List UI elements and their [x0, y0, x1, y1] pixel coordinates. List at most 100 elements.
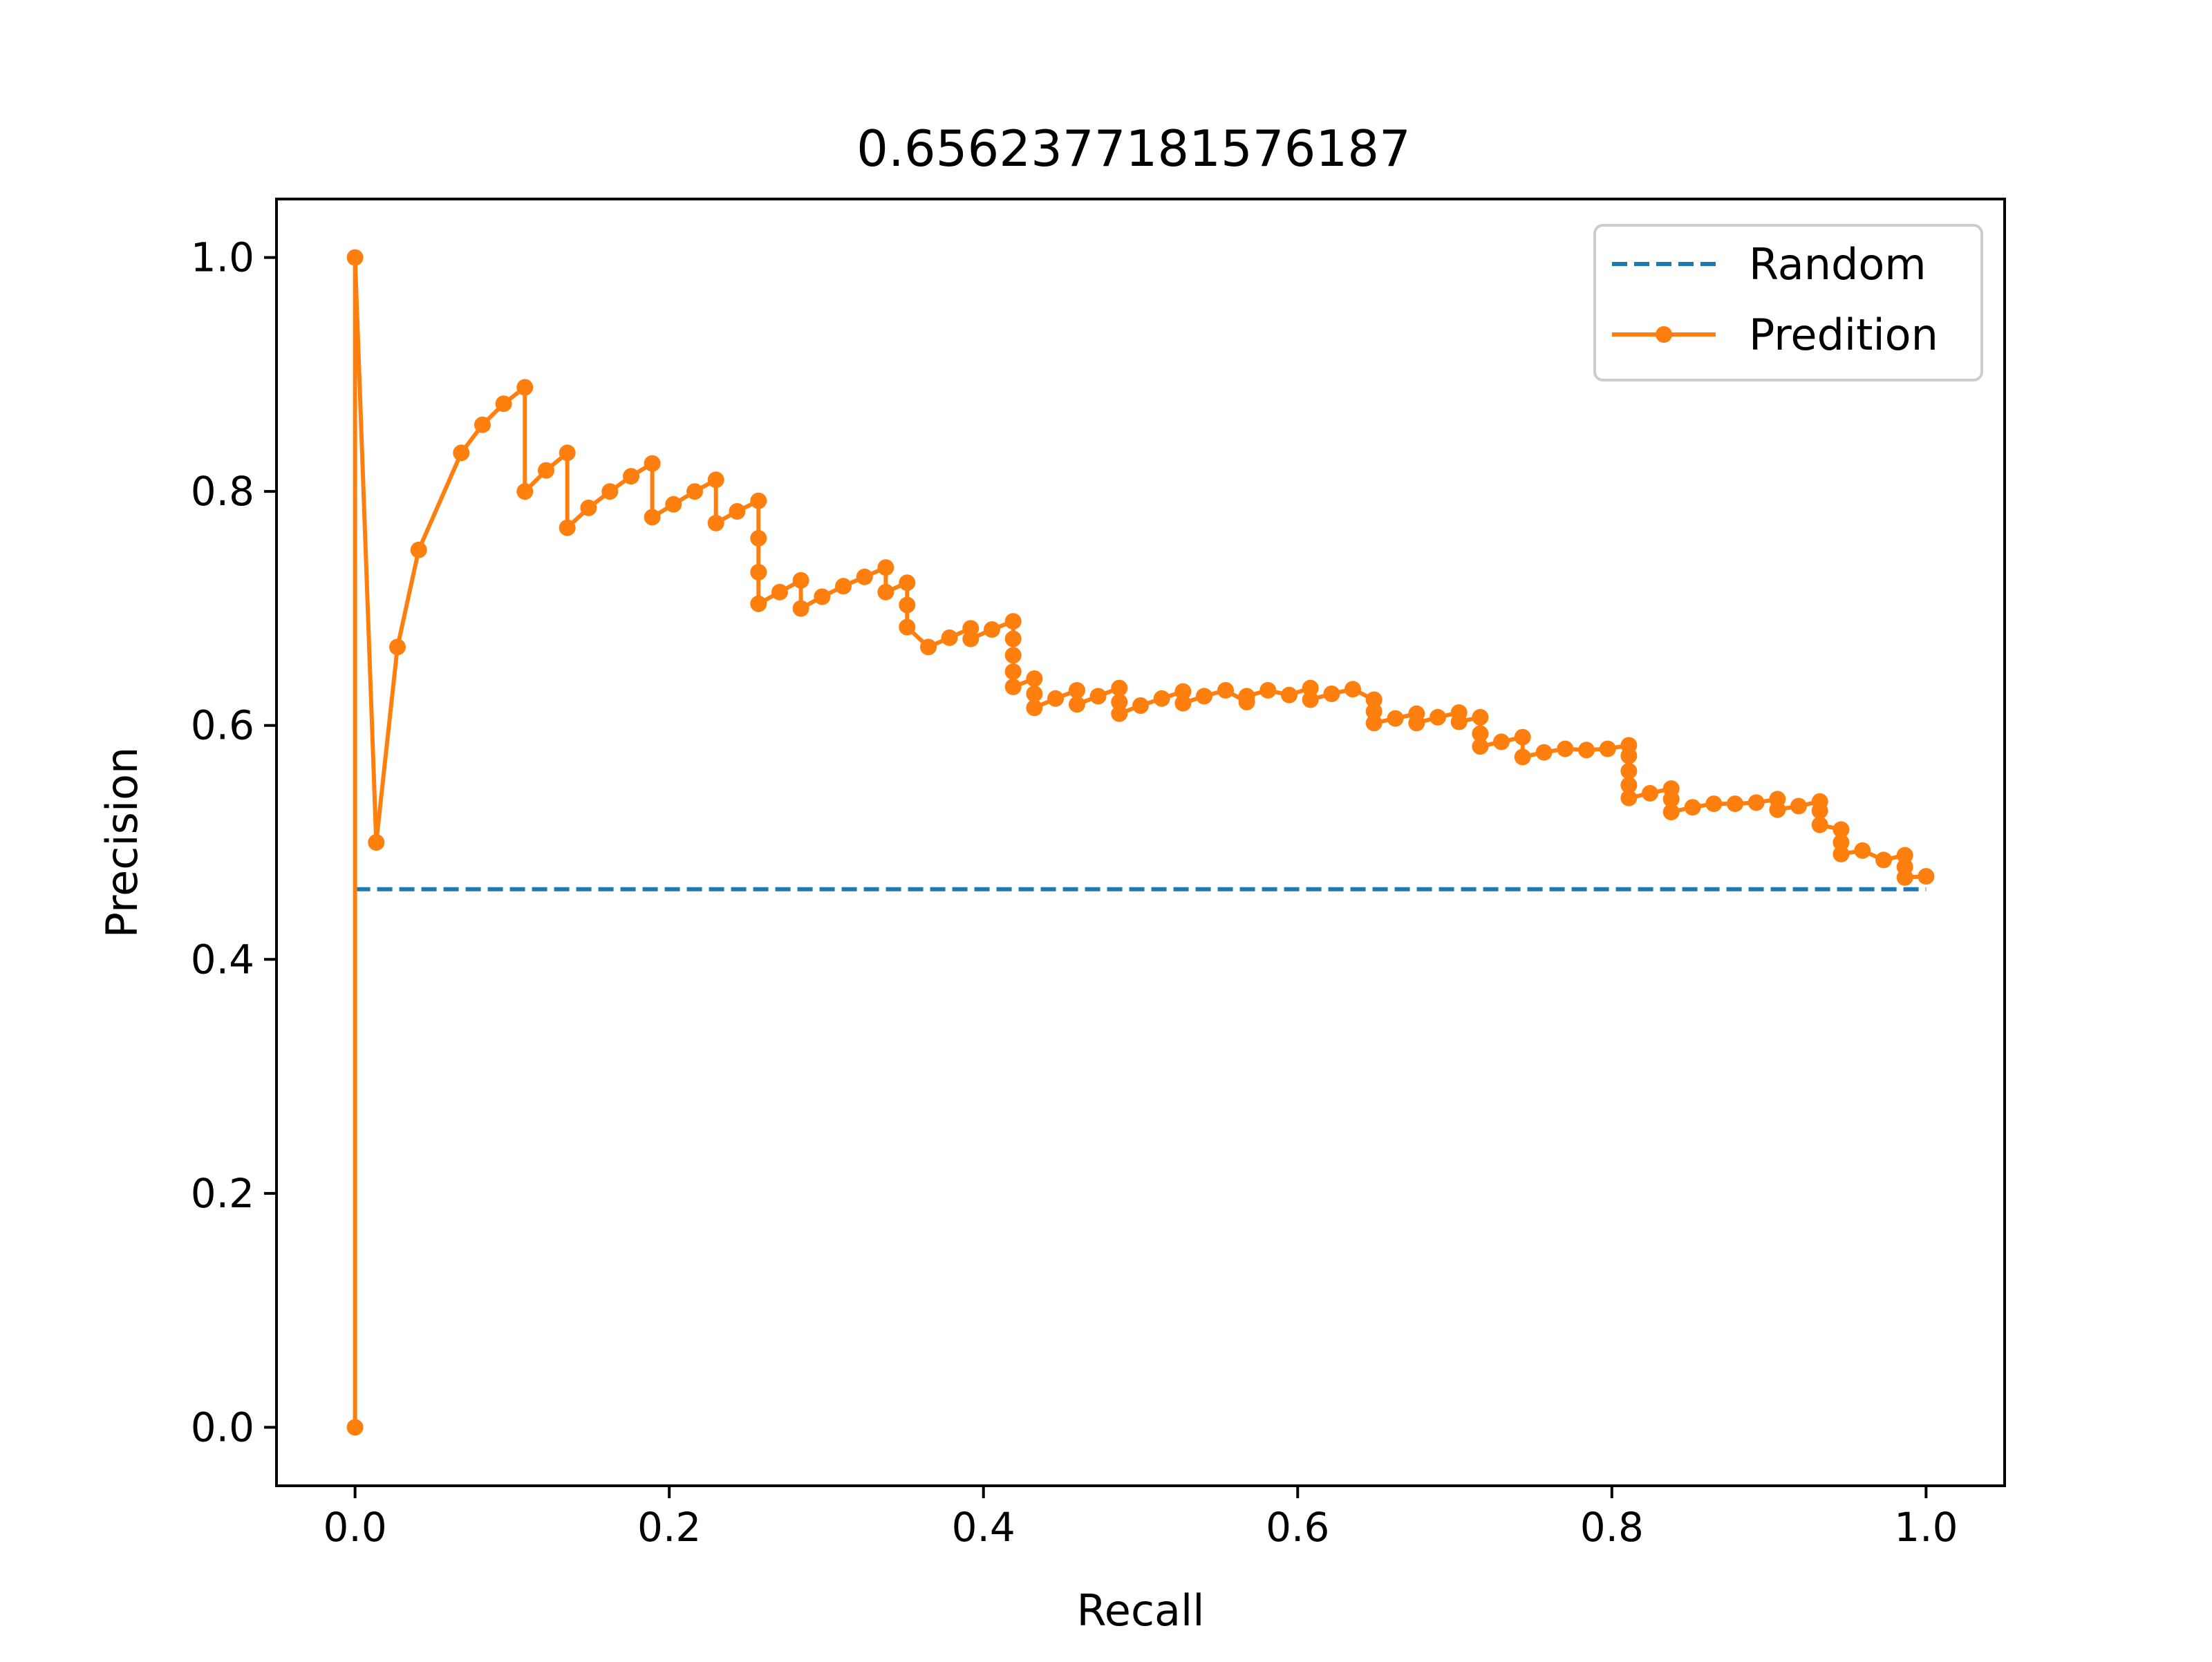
legend: Random Predition: [1593, 224, 1983, 381]
series-predition-point: [920, 639, 937, 656]
series-predition-point: [516, 483, 534, 500]
series-predition-point: [792, 572, 809, 589]
series-predition-point: [1790, 797, 1807, 815]
series-predition-point: [1896, 847, 1913, 864]
y-tick-label: 1.0: [191, 234, 254, 281]
series-predition-point: [856, 568, 873, 585]
series-predition-point: [750, 529, 767, 547]
legend-predition-marker: [1656, 326, 1672, 343]
series-predition-point: [1918, 868, 1935, 885]
series-predition-point: [1111, 705, 1128, 722]
x-axis-label: Recall: [1077, 1585, 1205, 1636]
series-predition-point: [1811, 816, 1828, 833]
series-predition-point: [1472, 725, 1489, 742]
series-predition-point: [1747, 794, 1765, 811]
x-tick-label: 1.0: [1894, 1504, 1958, 1551]
legend-predition-label: Predition: [1749, 310, 1938, 360]
series-predition-point: [1535, 744, 1553, 761]
series-predition-point: [1833, 821, 1850, 838]
series-predition-point: [1026, 670, 1043, 687]
series-predition-point: [792, 600, 809, 617]
series-predition-point: [1026, 686, 1043, 702]
series-predition-point: [750, 595, 767, 612]
series-predition-point: [1854, 842, 1871, 859]
series-predition-point: [1004, 630, 1022, 648]
series-predition-point: [665, 495, 682, 513]
x-tick-label: 0.4: [952, 1504, 1015, 1551]
series-predition-point: [1514, 728, 1531, 746]
series-predition-point: [1662, 804, 1680, 820]
series-predition-point: [346, 249, 364, 266]
series-predition-point: [1387, 710, 1404, 727]
series-predition-point: [1472, 708, 1489, 726]
series-predition-point: [899, 596, 916, 614]
series-predition-point: [835, 578, 852, 595]
series-predition-point: [410, 541, 427, 558]
series-predition-point: [877, 559, 894, 576]
series-predition-point: [729, 503, 746, 520]
series-predition-point: [1642, 784, 1658, 802]
y-tick-label: 0.8: [191, 468, 254, 515]
series-predition-point: [1217, 681, 1234, 699]
legend-random-label: Random: [1749, 239, 1927, 290]
series-predition-point: [1196, 688, 1212, 705]
series-predition-point: [1174, 683, 1192, 700]
series-predition-point: [644, 455, 661, 472]
series-predition-point: [516, 379, 534, 396]
series-predition-point: [1111, 679, 1128, 697]
series-predition-point: [750, 492, 767, 509]
series-predition-point: [1089, 688, 1107, 705]
x-tick-label: 0.0: [324, 1504, 387, 1551]
series-predition-point: [559, 444, 576, 462]
series-predition-point: [601, 483, 619, 500]
series-predition-point: [1302, 679, 1319, 697]
x-tick-label: 0.6: [1266, 1504, 1329, 1551]
series-predition-point: [1365, 715, 1382, 732]
series-predition-point: [1662, 791, 1680, 808]
series-predition-point: [814, 588, 831, 605]
series-predition-point: [707, 471, 724, 489]
series-predition-point: [1450, 713, 1468, 730]
series-predition-point: [1153, 690, 1170, 707]
series-predition-point: [453, 444, 470, 462]
series-predition-point: [1004, 678, 1022, 695]
series-layer: [346, 249, 1935, 1436]
series-predition-point: [1004, 647, 1022, 664]
series-predition-point: [474, 416, 491, 433]
series-predition-point: [1132, 697, 1149, 714]
x-tick-label: 0.2: [637, 1504, 701, 1551]
series-predition-point: [1620, 777, 1638, 794]
series-predition-point: [1259, 681, 1277, 699]
series-predition-point: [1620, 762, 1638, 780]
series-predition-point: [538, 462, 554, 479]
series-predition-point: [1365, 691, 1382, 708]
series-predition-point: [1833, 845, 1850, 862]
series-predition-point: [1026, 699, 1043, 717]
series-predition-point: [1875, 851, 1892, 869]
series-predition-point: [1833, 834, 1850, 851]
series-predition-point: [559, 519, 576, 536]
series-predition-point: [1620, 747, 1638, 764]
y-axis: 0.0 0.2 0.4 0.6 0.8 1.0: [191, 234, 276, 1451]
series-predition-point: [1344, 681, 1361, 698]
series-predition-point: [1004, 663, 1022, 680]
series-predition-point: [1408, 715, 1425, 732]
series-predition-point: [750, 564, 767, 580]
series-predition-point: [1047, 690, 1064, 707]
y-tick-label: 0.4: [191, 936, 254, 983]
series-predition-point: [1323, 686, 1340, 702]
series-predition-point: [1238, 688, 1255, 705]
chart-title: 0.6562377181576187: [856, 120, 1411, 178]
series-predition-point: [984, 621, 1000, 638]
series-predition-point: [1174, 695, 1192, 712]
series-predition-point: [1896, 869, 1913, 886]
series-predition-point: [580, 499, 597, 516]
x-tick-label: 0.8: [1580, 1504, 1644, 1551]
series-predition-point: [1599, 740, 1616, 757]
series-predition-point: [899, 618, 916, 636]
series-predition-point: [1302, 691, 1319, 708]
series-predition-point: [877, 583, 894, 601]
series-predition-point: [1727, 795, 1743, 813]
series-predition-point: [495, 395, 512, 413]
